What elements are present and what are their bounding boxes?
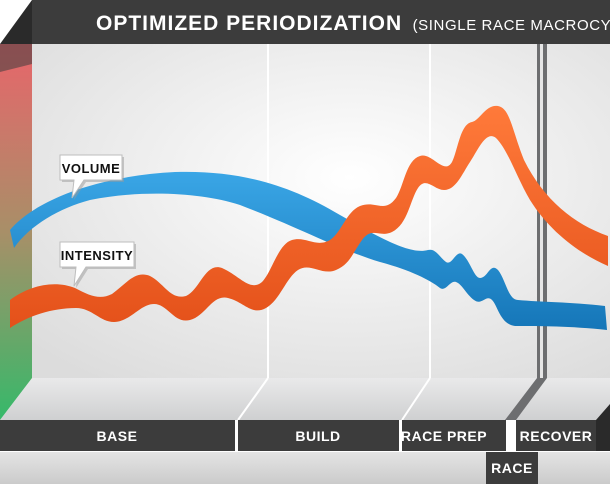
phase-bar-race xyxy=(486,452,538,484)
phase-bar-race-prep xyxy=(402,420,506,451)
volume-label: VOLUME xyxy=(62,161,121,176)
volume-callout: VOLUME xyxy=(59,154,124,200)
intensity-label: INTENSITY xyxy=(61,248,133,263)
phase-bar-recover xyxy=(516,420,610,451)
phase-label-recover: RECOVER xyxy=(520,428,593,444)
title-bar xyxy=(32,0,610,44)
phase-bar-base xyxy=(0,420,235,451)
floor-race-divider xyxy=(505,378,547,420)
intensity-ribbon xyxy=(10,105,608,328)
side-wall-shadow xyxy=(0,44,32,72)
phase-label-build: BUILD xyxy=(295,428,340,444)
title-main: OPTIMIZED PERIODIZATION xyxy=(96,12,402,35)
phase-label-race-prep: RACE PREP xyxy=(401,428,487,444)
phase-bar-bevel xyxy=(596,404,610,451)
floor xyxy=(0,378,610,420)
volume-ribbon xyxy=(10,171,607,330)
intensity-callout: INTENSITY xyxy=(59,241,136,288)
phase-label-race: RACE xyxy=(491,460,533,476)
floor-line-1 xyxy=(237,377,269,421)
phase-label-base: BASE xyxy=(97,428,138,444)
floor-line-2 xyxy=(401,377,431,421)
title-line: OPTIMIZED PERIODIZATION (SINGLE RACE MAC… xyxy=(96,12,610,35)
title-bar-bevel xyxy=(0,0,32,44)
phase-bar-build xyxy=(238,420,399,451)
title-subtitle: (SINGLE RACE MACROCYLE) xyxy=(413,17,610,34)
